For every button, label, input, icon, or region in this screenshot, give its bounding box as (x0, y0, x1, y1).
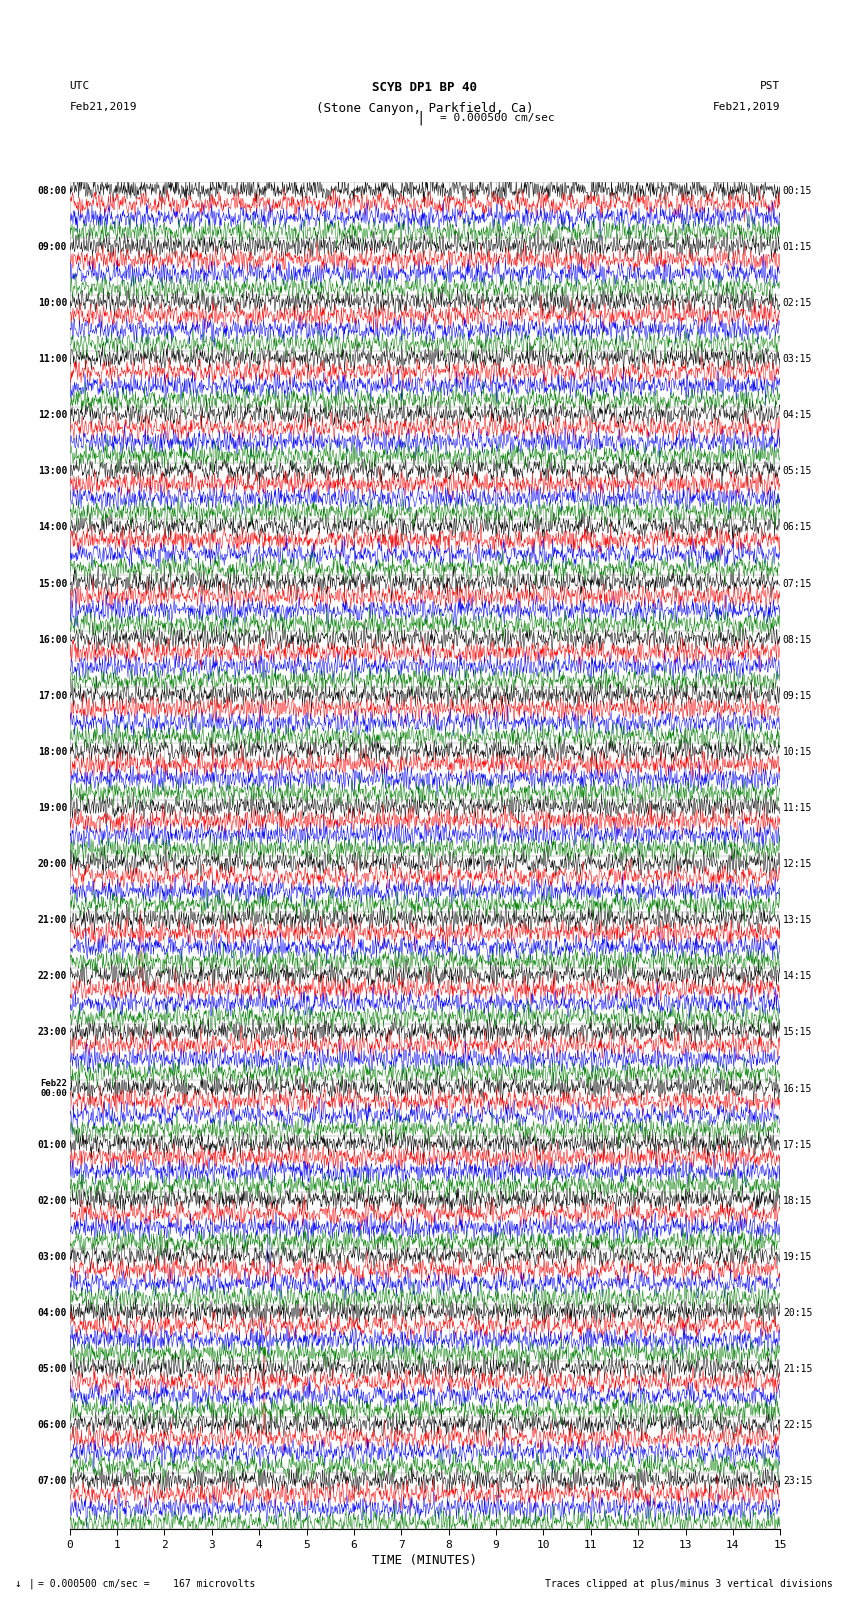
Text: 23:15: 23:15 (783, 1476, 813, 1487)
Text: 01:00: 01:00 (37, 1140, 67, 1150)
Text: 05:00: 05:00 (37, 1365, 67, 1374)
Text: PST: PST (760, 81, 780, 90)
Text: Feb21,2019: Feb21,2019 (713, 102, 780, 111)
Text: SCYB DP1 BP 40: SCYB DP1 BP 40 (372, 81, 478, 94)
Text: 10:00: 10:00 (37, 298, 67, 308)
Text: 19:15: 19:15 (783, 1252, 813, 1261)
Text: 14:15: 14:15 (783, 971, 813, 981)
Text: ↓ |: ↓ | (15, 1579, 36, 1589)
Text: 19:00: 19:00 (37, 803, 67, 813)
Text: 20:00: 20:00 (37, 860, 67, 869)
Text: 15:15: 15:15 (783, 1027, 813, 1037)
Text: UTC: UTC (70, 81, 90, 90)
Text: 20:15: 20:15 (783, 1308, 813, 1318)
X-axis label: TIME (MINUTES): TIME (MINUTES) (372, 1553, 478, 1566)
Text: 03:00: 03:00 (37, 1252, 67, 1261)
Text: 00:15: 00:15 (783, 185, 813, 195)
Text: 04:00: 04:00 (37, 1308, 67, 1318)
Text: 16:15: 16:15 (783, 1084, 813, 1094)
Text: 11:15: 11:15 (783, 803, 813, 813)
Text: 21:00: 21:00 (37, 915, 67, 926)
Text: 23:00: 23:00 (37, 1027, 67, 1037)
Text: 01:15: 01:15 (783, 242, 813, 252)
Text: 15:00: 15:00 (37, 579, 67, 589)
Text: 05:15: 05:15 (783, 466, 813, 476)
Text: 06:15: 06:15 (783, 523, 813, 532)
Text: 11:00: 11:00 (37, 353, 67, 365)
Text: 06:00: 06:00 (37, 1421, 67, 1431)
Text: 03:15: 03:15 (783, 353, 813, 365)
Text: 07:00: 07:00 (37, 1476, 67, 1487)
Text: 14:00: 14:00 (37, 523, 67, 532)
Text: Feb22
00:00: Feb22 00:00 (40, 1079, 67, 1098)
Text: 12:15: 12:15 (783, 860, 813, 869)
Text: 09:00: 09:00 (37, 242, 67, 252)
Text: 17:15: 17:15 (783, 1140, 813, 1150)
Text: 09:15: 09:15 (783, 690, 813, 700)
Text: (Stone Canyon, Parkfield, Ca): (Stone Canyon, Parkfield, Ca) (316, 102, 534, 115)
Text: = 0.000500 cm/sec =    167 microvolts: = 0.000500 cm/sec = 167 microvolts (38, 1579, 256, 1589)
Text: 02:00: 02:00 (37, 1195, 67, 1207)
Text: 10:15: 10:15 (783, 747, 813, 756)
Text: 18:00: 18:00 (37, 747, 67, 756)
Text: 16:00: 16:00 (37, 634, 67, 645)
Text: 04:15: 04:15 (783, 410, 813, 419)
Text: 13:00: 13:00 (37, 466, 67, 476)
Text: 07:15: 07:15 (783, 579, 813, 589)
Text: 22:15: 22:15 (783, 1421, 813, 1431)
Text: |: | (416, 111, 425, 124)
Text: 21:15: 21:15 (783, 1365, 813, 1374)
Text: 08:15: 08:15 (783, 634, 813, 645)
Text: Traces clipped at plus/minus 3 vertical divisions: Traces clipped at plus/minus 3 vertical … (545, 1579, 833, 1589)
Text: 08:00: 08:00 (37, 185, 67, 195)
Text: 17:00: 17:00 (37, 690, 67, 700)
Text: 13:15: 13:15 (783, 915, 813, 926)
Text: = 0.000500 cm/sec: = 0.000500 cm/sec (440, 113, 555, 123)
Text: 12:00: 12:00 (37, 410, 67, 419)
Text: Feb21,2019: Feb21,2019 (70, 102, 137, 111)
Text: 18:15: 18:15 (783, 1195, 813, 1207)
Text: 02:15: 02:15 (783, 298, 813, 308)
Text: 22:00: 22:00 (37, 971, 67, 981)
